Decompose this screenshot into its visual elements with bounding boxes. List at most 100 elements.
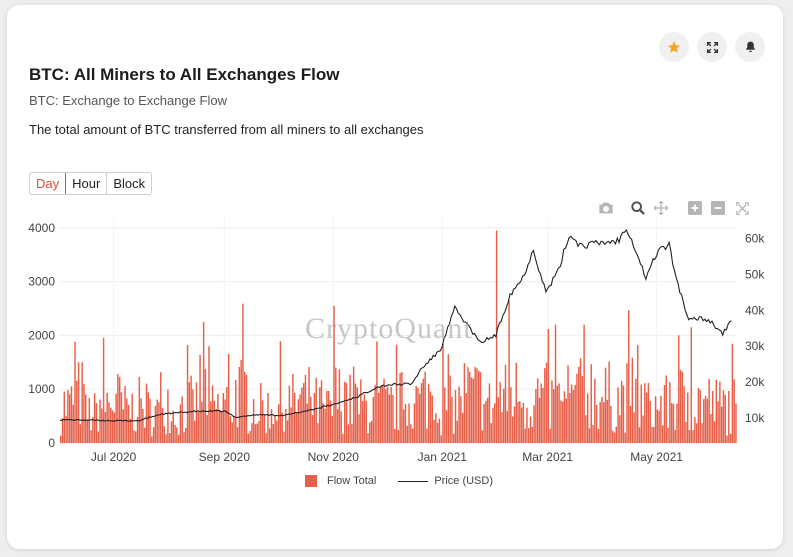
flow-bar bbox=[458, 386, 460, 443]
flow-bar bbox=[445, 410, 448, 443]
flow-bar bbox=[331, 415, 333, 443]
flow-bar bbox=[581, 376, 584, 443]
flow-bar bbox=[611, 430, 614, 443]
flow-bar bbox=[465, 393, 467, 443]
flow-bar bbox=[494, 403, 496, 443]
flow-bar bbox=[686, 392, 689, 443]
flow-bar bbox=[245, 374, 248, 443]
y-right-tick-label: 20k bbox=[745, 375, 765, 389]
flow-bar bbox=[588, 428, 591, 443]
flow-bar bbox=[63, 391, 66, 443]
flow-bar bbox=[206, 415, 208, 443]
flow-bar bbox=[124, 385, 126, 443]
flow-bar bbox=[681, 371, 684, 443]
y-left-tick-label: 4000 bbox=[28, 221, 55, 235]
y-left-tick-label: 3000 bbox=[28, 275, 55, 289]
fullscreen-button[interactable] bbox=[697, 32, 727, 62]
zoom-in-button[interactable] bbox=[686, 199, 704, 217]
flow-bar bbox=[585, 415, 587, 443]
flow-bar bbox=[344, 381, 346, 443]
flow-bar bbox=[485, 400, 487, 443]
flow-bar bbox=[242, 303, 244, 443]
flow-bar bbox=[61, 418, 64, 443]
flow-bar bbox=[186, 344, 189, 443]
flow-bar bbox=[399, 373, 401, 443]
flow-bar bbox=[176, 427, 178, 443]
flow-bar bbox=[694, 417, 696, 443]
flow-bar bbox=[81, 362, 83, 443]
flow-bar bbox=[315, 377, 317, 443]
flow-bar bbox=[211, 385, 214, 443]
flow-bar bbox=[631, 357, 634, 443]
favorite-button[interactable] bbox=[659, 32, 689, 62]
flow-bar bbox=[115, 393, 117, 443]
flow-bar bbox=[567, 365, 569, 443]
flow-bar bbox=[551, 380, 553, 443]
flow-bar bbox=[181, 396, 183, 443]
flow-bar bbox=[595, 404, 598, 443]
flow-bar bbox=[142, 408, 144, 443]
bell-icon bbox=[745, 41, 755, 53]
flow-bar bbox=[452, 433, 455, 443]
flow-bar bbox=[401, 372, 403, 443]
flow-bar bbox=[195, 382, 198, 443]
flow-bar bbox=[76, 380, 78, 443]
tab-hour[interactable]: Hour bbox=[65, 173, 107, 194]
flow-bar bbox=[533, 405, 535, 443]
flow-bar bbox=[210, 401, 212, 443]
flow-bar bbox=[133, 430, 135, 443]
flow-bar bbox=[83, 383, 85, 443]
flow-bar bbox=[569, 392, 571, 443]
alert-button[interactable] bbox=[735, 32, 765, 62]
interval-tabs: Day Hour Block bbox=[29, 172, 153, 195]
flow-bar bbox=[456, 420, 459, 443]
flow-bar bbox=[354, 383, 357, 443]
flow-bar bbox=[179, 404, 182, 443]
download-plot-button[interactable] bbox=[597, 199, 615, 217]
flow-bar bbox=[302, 383, 305, 443]
flow-chart[interactable]: 0 1000 2000 3000 4000 10k 20k 30k 40k 50k 60k Jul 2… bbox=[7, 5, 783, 549]
flow-bar bbox=[572, 389, 575, 443]
price-line bbox=[60, 228, 732, 422]
zoom-out-button[interactable] bbox=[709, 199, 727, 217]
zoom-tool-button[interactable] bbox=[629, 199, 647, 217]
flow-bar bbox=[536, 378, 539, 443]
flow-bar bbox=[299, 394, 301, 443]
flow-bar bbox=[306, 403, 308, 443]
flow-bar bbox=[167, 389, 169, 443]
zoom-in-icon bbox=[688, 201, 702, 215]
flow-bar bbox=[135, 431, 137, 443]
flow-bar bbox=[170, 421, 173, 443]
autoscale-button[interactable] bbox=[733, 199, 751, 217]
flow-bar bbox=[685, 421, 687, 443]
legend-flow-swatch[interactable] bbox=[305, 475, 317, 487]
legend-price-swatch[interactable] bbox=[398, 480, 429, 482]
flow-bar bbox=[554, 324, 557, 443]
flow-bar bbox=[735, 403, 737, 443]
tab-day[interactable]: Day bbox=[30, 173, 67, 194]
flow-bar bbox=[308, 366, 310, 443]
flow-bar bbox=[77, 362, 80, 443]
flow-bar bbox=[370, 421, 373, 443]
flow-bar bbox=[724, 394, 726, 443]
flow-bar bbox=[426, 428, 428, 443]
flow-bar bbox=[619, 415, 621, 443]
flow-bar bbox=[538, 397, 541, 443]
flow-bar bbox=[317, 423, 319, 443]
flow-bar bbox=[297, 399, 300, 443]
flow-bar bbox=[347, 424, 350, 443]
flow-bar bbox=[92, 417, 94, 443]
flow-bar bbox=[504, 364, 507, 443]
flow-bar bbox=[720, 406, 723, 443]
flow-bar bbox=[531, 426, 534, 443]
flow-bar bbox=[197, 411, 200, 443]
tab-block[interactable]: Block bbox=[106, 173, 152, 194]
legend-flow-label[interactable]: Flow Total bbox=[327, 475, 377, 487]
flow-bar bbox=[95, 403, 98, 443]
legend-price-label[interactable]: Price (USD) bbox=[434, 475, 493, 487]
flow-bar bbox=[360, 379, 362, 443]
flow-bar bbox=[279, 341, 282, 443]
pan-tool-button[interactable] bbox=[652, 199, 670, 217]
flow-bar bbox=[492, 407, 494, 443]
flow-bar bbox=[251, 423, 253, 443]
